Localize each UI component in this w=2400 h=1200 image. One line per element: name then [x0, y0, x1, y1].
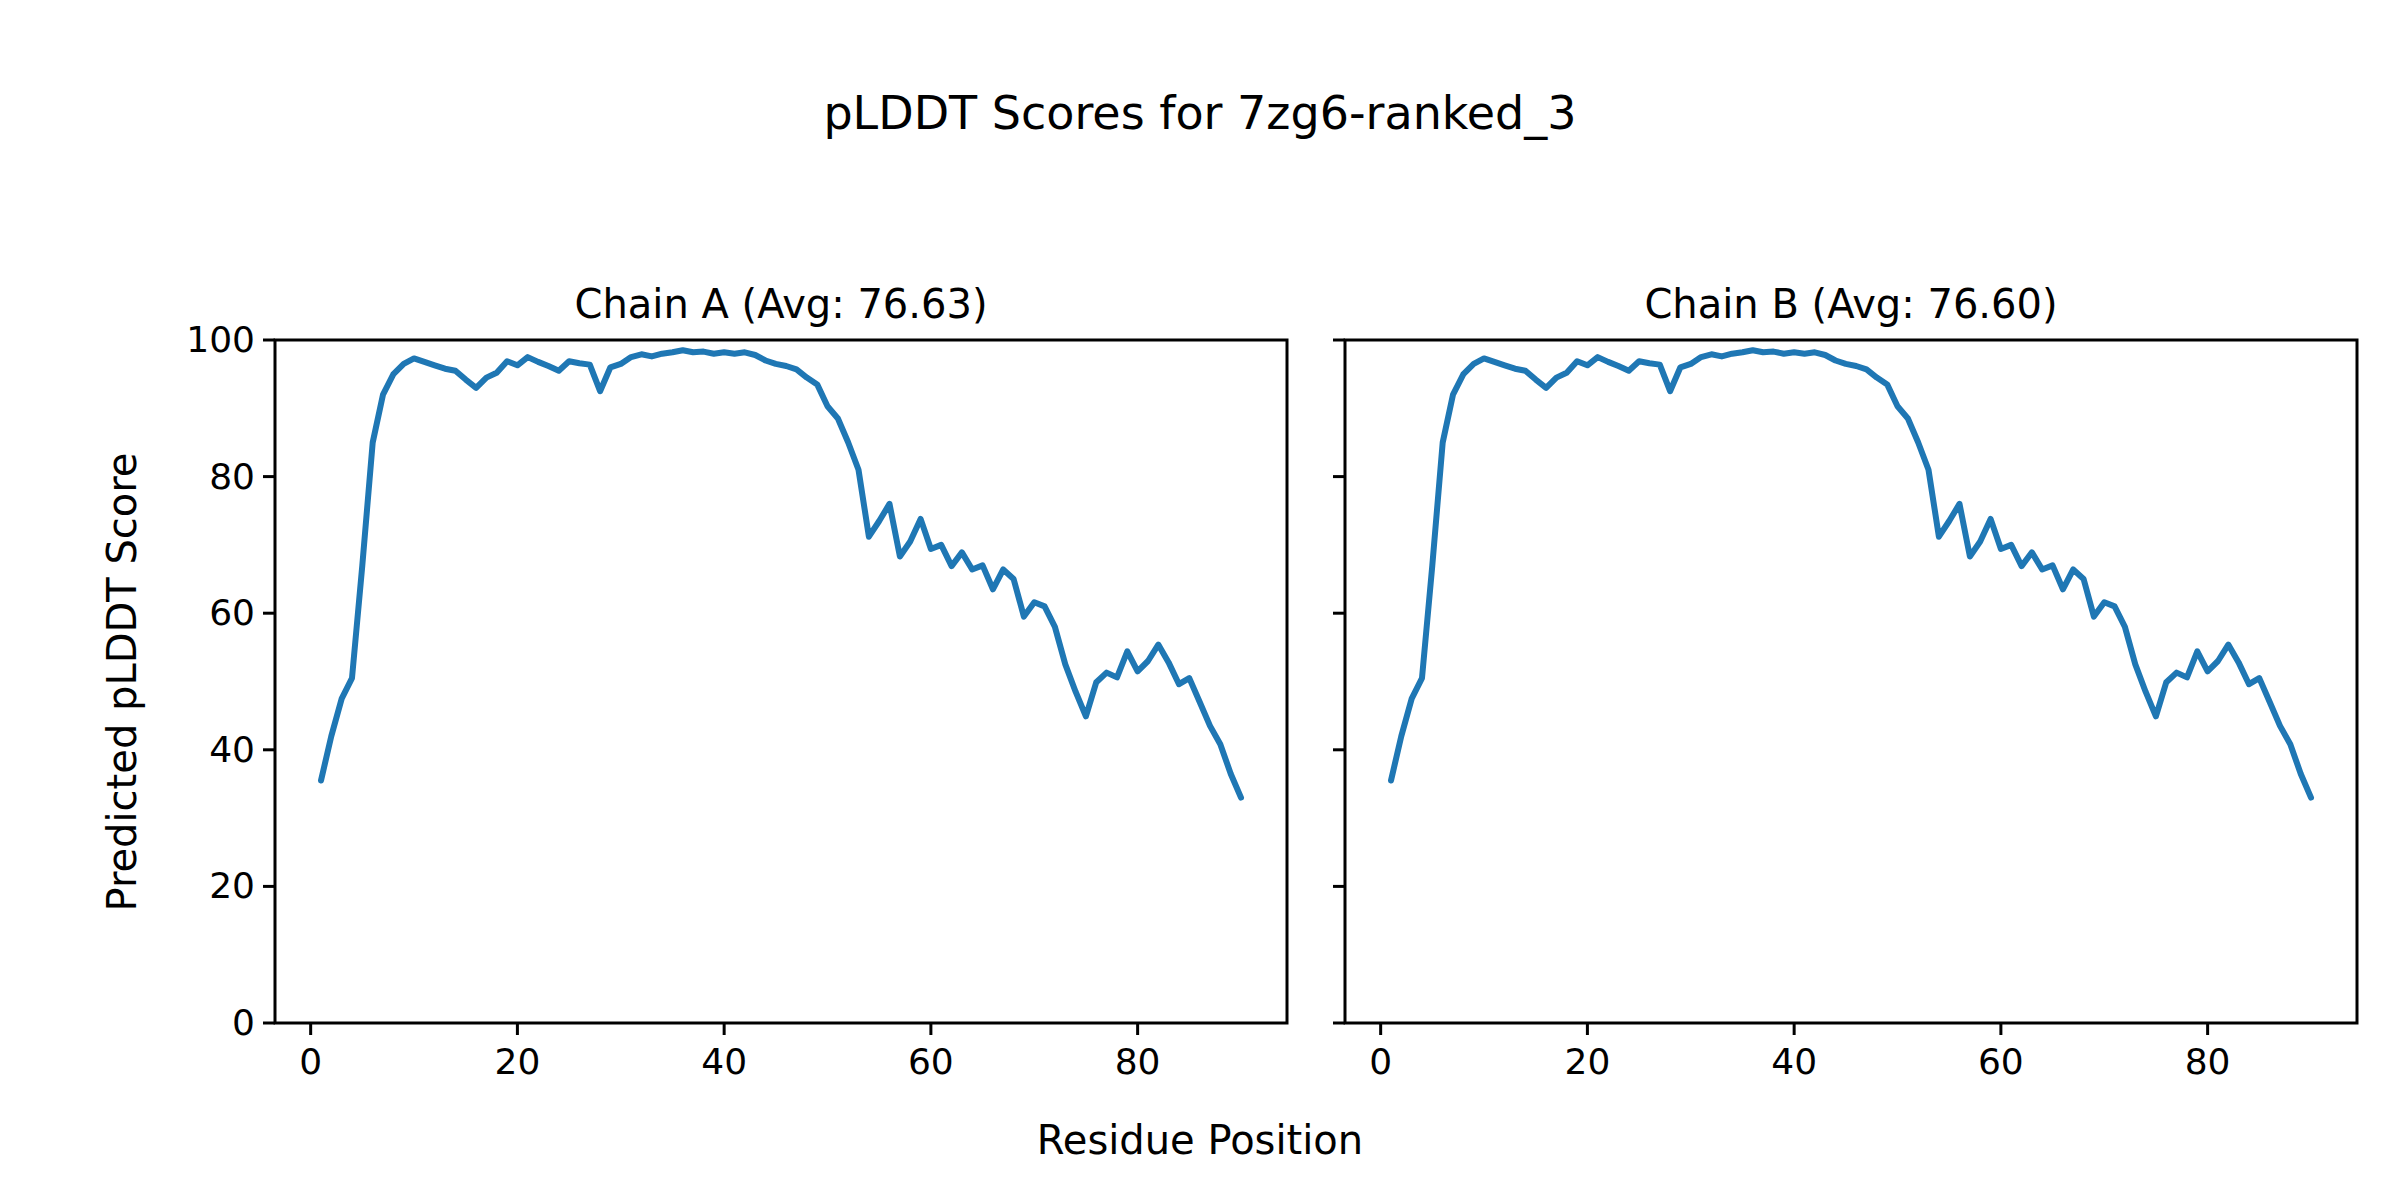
x-tick-label: 60: [861, 1044, 1001, 1080]
x-tick-label: 20: [1517, 1044, 1657, 1080]
y-axis-label: Predicted pLDDT Score: [100, 332, 144, 1032]
x-tick-label: 80: [2138, 1044, 2278, 1080]
x-tick-label: 40: [654, 1044, 794, 1080]
subplot-a-title: Chain A (Avg: 76.63): [331, 282, 1231, 326]
y-tick-label: 100: [145, 322, 255, 358]
x-tick-label: 0: [241, 1044, 381, 1080]
y-tick-label: 80: [145, 459, 255, 495]
x-tick-label: 0: [1311, 1044, 1451, 1080]
y-tick-label: 40: [145, 732, 255, 768]
y-tick-label: 60: [145, 595, 255, 631]
x-tick-label: 80: [1068, 1044, 1208, 1080]
x-axis-label: Residue Position: [0, 1118, 2400, 1162]
plot-line-chain-b: [1391, 350, 2311, 797]
chart-canvas: [0, 0, 2400, 1200]
x-tick-label: 20: [447, 1044, 587, 1080]
plot-line-chain-a: [321, 350, 1241, 797]
y-tick-label: 20: [145, 868, 255, 904]
figure: pLDDT Scores for 7zg6-ranked_3 Chain A (…: [0, 0, 2400, 1200]
axes-frame-chain-b: [1345, 340, 2357, 1023]
figure-title: pLDDT Scores for 7zg6-ranked_3: [0, 88, 2400, 139]
subplot-b-title: Chain B (Avg: 76.60): [1401, 282, 2301, 326]
x-tick-label: 40: [1724, 1044, 1864, 1080]
x-tick-label: 60: [1931, 1044, 2071, 1080]
axes-frame-chain-a: [275, 340, 1287, 1023]
y-tick-label: 0: [145, 1005, 255, 1041]
